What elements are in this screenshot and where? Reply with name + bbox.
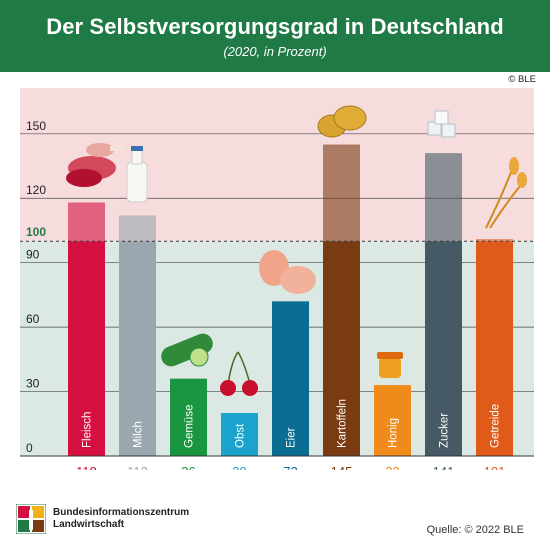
value-label: 145 [331,464,353,470]
eggs-icon [259,250,316,294]
self-sufficiency-bar-chart: 0 30 60 90 120 150 Fleisch 118 Milch 112 Gemüse 36 O… [20,88,534,470]
value-label: 33 [385,464,399,470]
bar-eier [272,301,309,456]
reference-line-label: 100 [26,225,46,239]
y-tick-label: 0 [26,441,33,455]
y-tick-label: 120 [26,183,46,197]
bar-fleisch-surplus [68,202,105,242]
ble-logo-text: Bundesinformationszentrum Landwirtschaft [53,507,189,531]
value-label: 141 [433,464,455,470]
logo-line-1: Bundesinformationszentrum [53,507,190,518]
category-label: Fleisch [82,412,94,448]
y-tick-label: 60 [26,312,40,326]
category-label: Gemüse [184,405,196,448]
page-subtitle: (2020, in Prozent) [223,44,327,59]
y-tick-label: 150 [26,119,46,133]
bar-getreide-surplus [476,239,513,242]
bar-milch-surplus [119,215,156,242]
source-note: Quelle: © 2022 BLE [426,524,524,536]
category-label: Obst [235,423,247,448]
bar-honig [374,385,411,456]
category-label: Milch [133,421,145,448]
ble-logo: Bundesinformationszentrum Landwirtschaft [16,504,189,534]
bar-obst [221,413,258,456]
category-label: Honig [388,418,400,448]
bar-milch [119,241,156,456]
page-title: Der Selbstversorgungsgrad in Deutschland [46,14,504,39]
bar-zucker-surplus [425,153,462,242]
cucumber-icon [161,333,213,367]
y-tick-label: 30 [26,377,40,391]
logo-line-2: Landwirtschaft [53,519,125,530]
bar-kartoffeln [323,241,360,456]
potatoes-icon [317,105,367,138]
y-tick-label: 90 [26,248,40,262]
category-label: Eier [286,427,298,448]
category-label: Kartoffeln [337,399,349,448]
wheat-icon [485,157,527,229]
bar-kartoffeln-surplus [323,144,360,242]
sugar-cubes-icon [427,110,456,138]
header-banner: Der Selbstversorgungsgrad in Deutschland… [0,0,550,72]
category-label: Zucker [439,413,451,448]
ble-logo-icon [16,504,46,534]
bar-fleisch [68,241,105,456]
category-label: Getreide [490,404,502,448]
value-label: 72 [283,464,297,470]
meat-icon [66,143,124,187]
cherries-icon [220,351,258,396]
value-label: 20 [232,464,246,470]
honey-jar-icon [377,352,403,378]
bar-zucker [425,241,462,456]
bar-gemüse [170,378,207,456]
milk-bottle-icon [126,146,148,203]
bar-getreide [476,241,513,456]
value-label: 36 [181,464,195,470]
copyright-note: © BLE [508,74,536,85]
value-label: 101 [484,464,506,470]
value-label: 112 [127,464,148,470]
value-label: 118 [76,464,97,470]
